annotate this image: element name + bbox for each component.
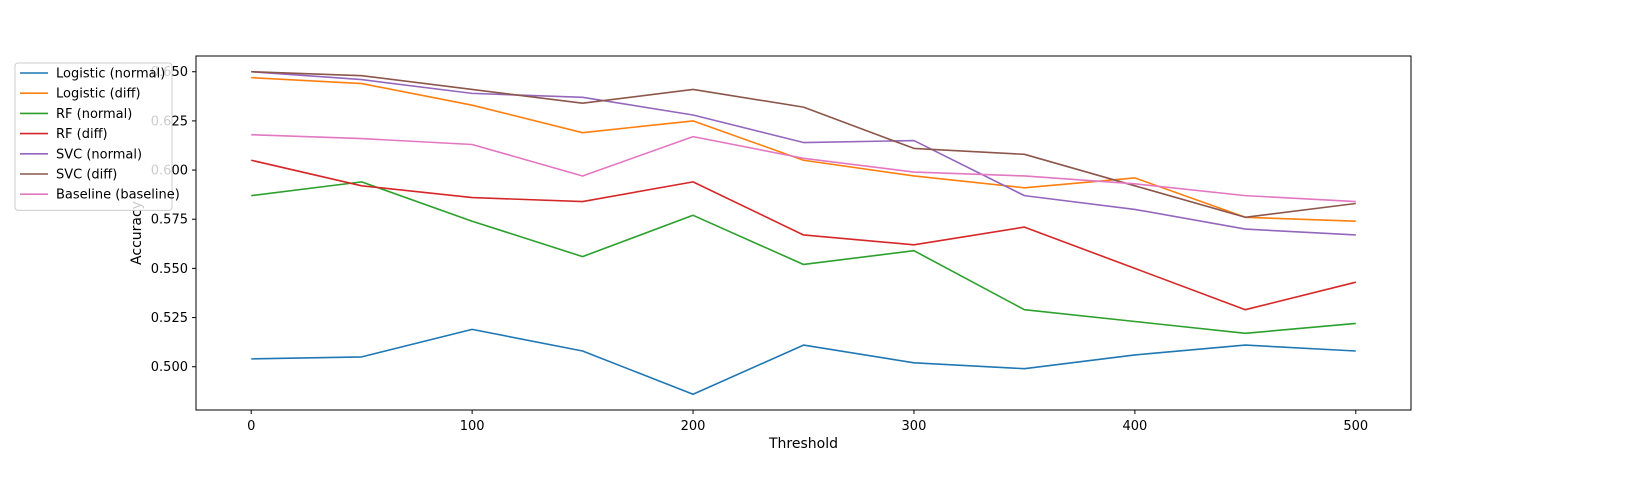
series-line-6 bbox=[251, 70, 1356, 219]
legend: Logistic (normal) Logistic (diff) RF (norm… bbox=[14, 62, 180, 211]
legend-entry-label: SVC (normal) bbox=[56, 147, 142, 162]
series-line-7 bbox=[251, 133, 1356, 203]
x-tick-label: 400 bbox=[1122, 419, 1147, 434]
legend-entry-label: SVC (diff) bbox=[56, 168, 117, 183]
legend-entry-label: Baseline (baseline) bbox=[56, 188, 180, 203]
legend-box bbox=[14, 62, 173, 211]
x-tick-label: 0 bbox=[247, 419, 255, 434]
x-axis-ticks: 0 100 200 300 400 500 bbox=[247, 410, 1368, 434]
y-tick-label: 0.500 bbox=[151, 360, 188, 375]
plot-frame bbox=[195, 55, 1412, 411]
y-tick-label: 0.550 bbox=[151, 262, 188, 277]
series-line-3 bbox=[251, 181, 1356, 335]
series-layer bbox=[251, 70, 1356, 396]
series-line-5 bbox=[251, 70, 1356, 236]
legend-entry-label: Logistic (normal) bbox=[56, 67, 165, 82]
x-tick-label: 100 bbox=[460, 419, 485, 434]
legend-entry-label: RF (normal) bbox=[56, 107, 132, 122]
y-axis-label: Accuracy bbox=[129, 201, 145, 265]
legend-entry-label: Logistic (diff) bbox=[56, 87, 141, 102]
y-tick-label: 0.575 bbox=[151, 213, 188, 228]
x-axis-label: Threshold bbox=[768, 436, 838, 452]
x-tick-label: 300 bbox=[902, 419, 927, 434]
x-tick-label: 500 bbox=[1343, 419, 1368, 434]
y-tick-label: 0.525 bbox=[151, 311, 188, 326]
series-line-2 bbox=[251, 76, 1356, 222]
series-line-4 bbox=[251, 159, 1356, 311]
legend-entry-label: RF (diff) bbox=[56, 127, 108, 142]
x-tick-label: 200 bbox=[681, 419, 706, 434]
series-line-1 bbox=[251, 328, 1356, 396]
